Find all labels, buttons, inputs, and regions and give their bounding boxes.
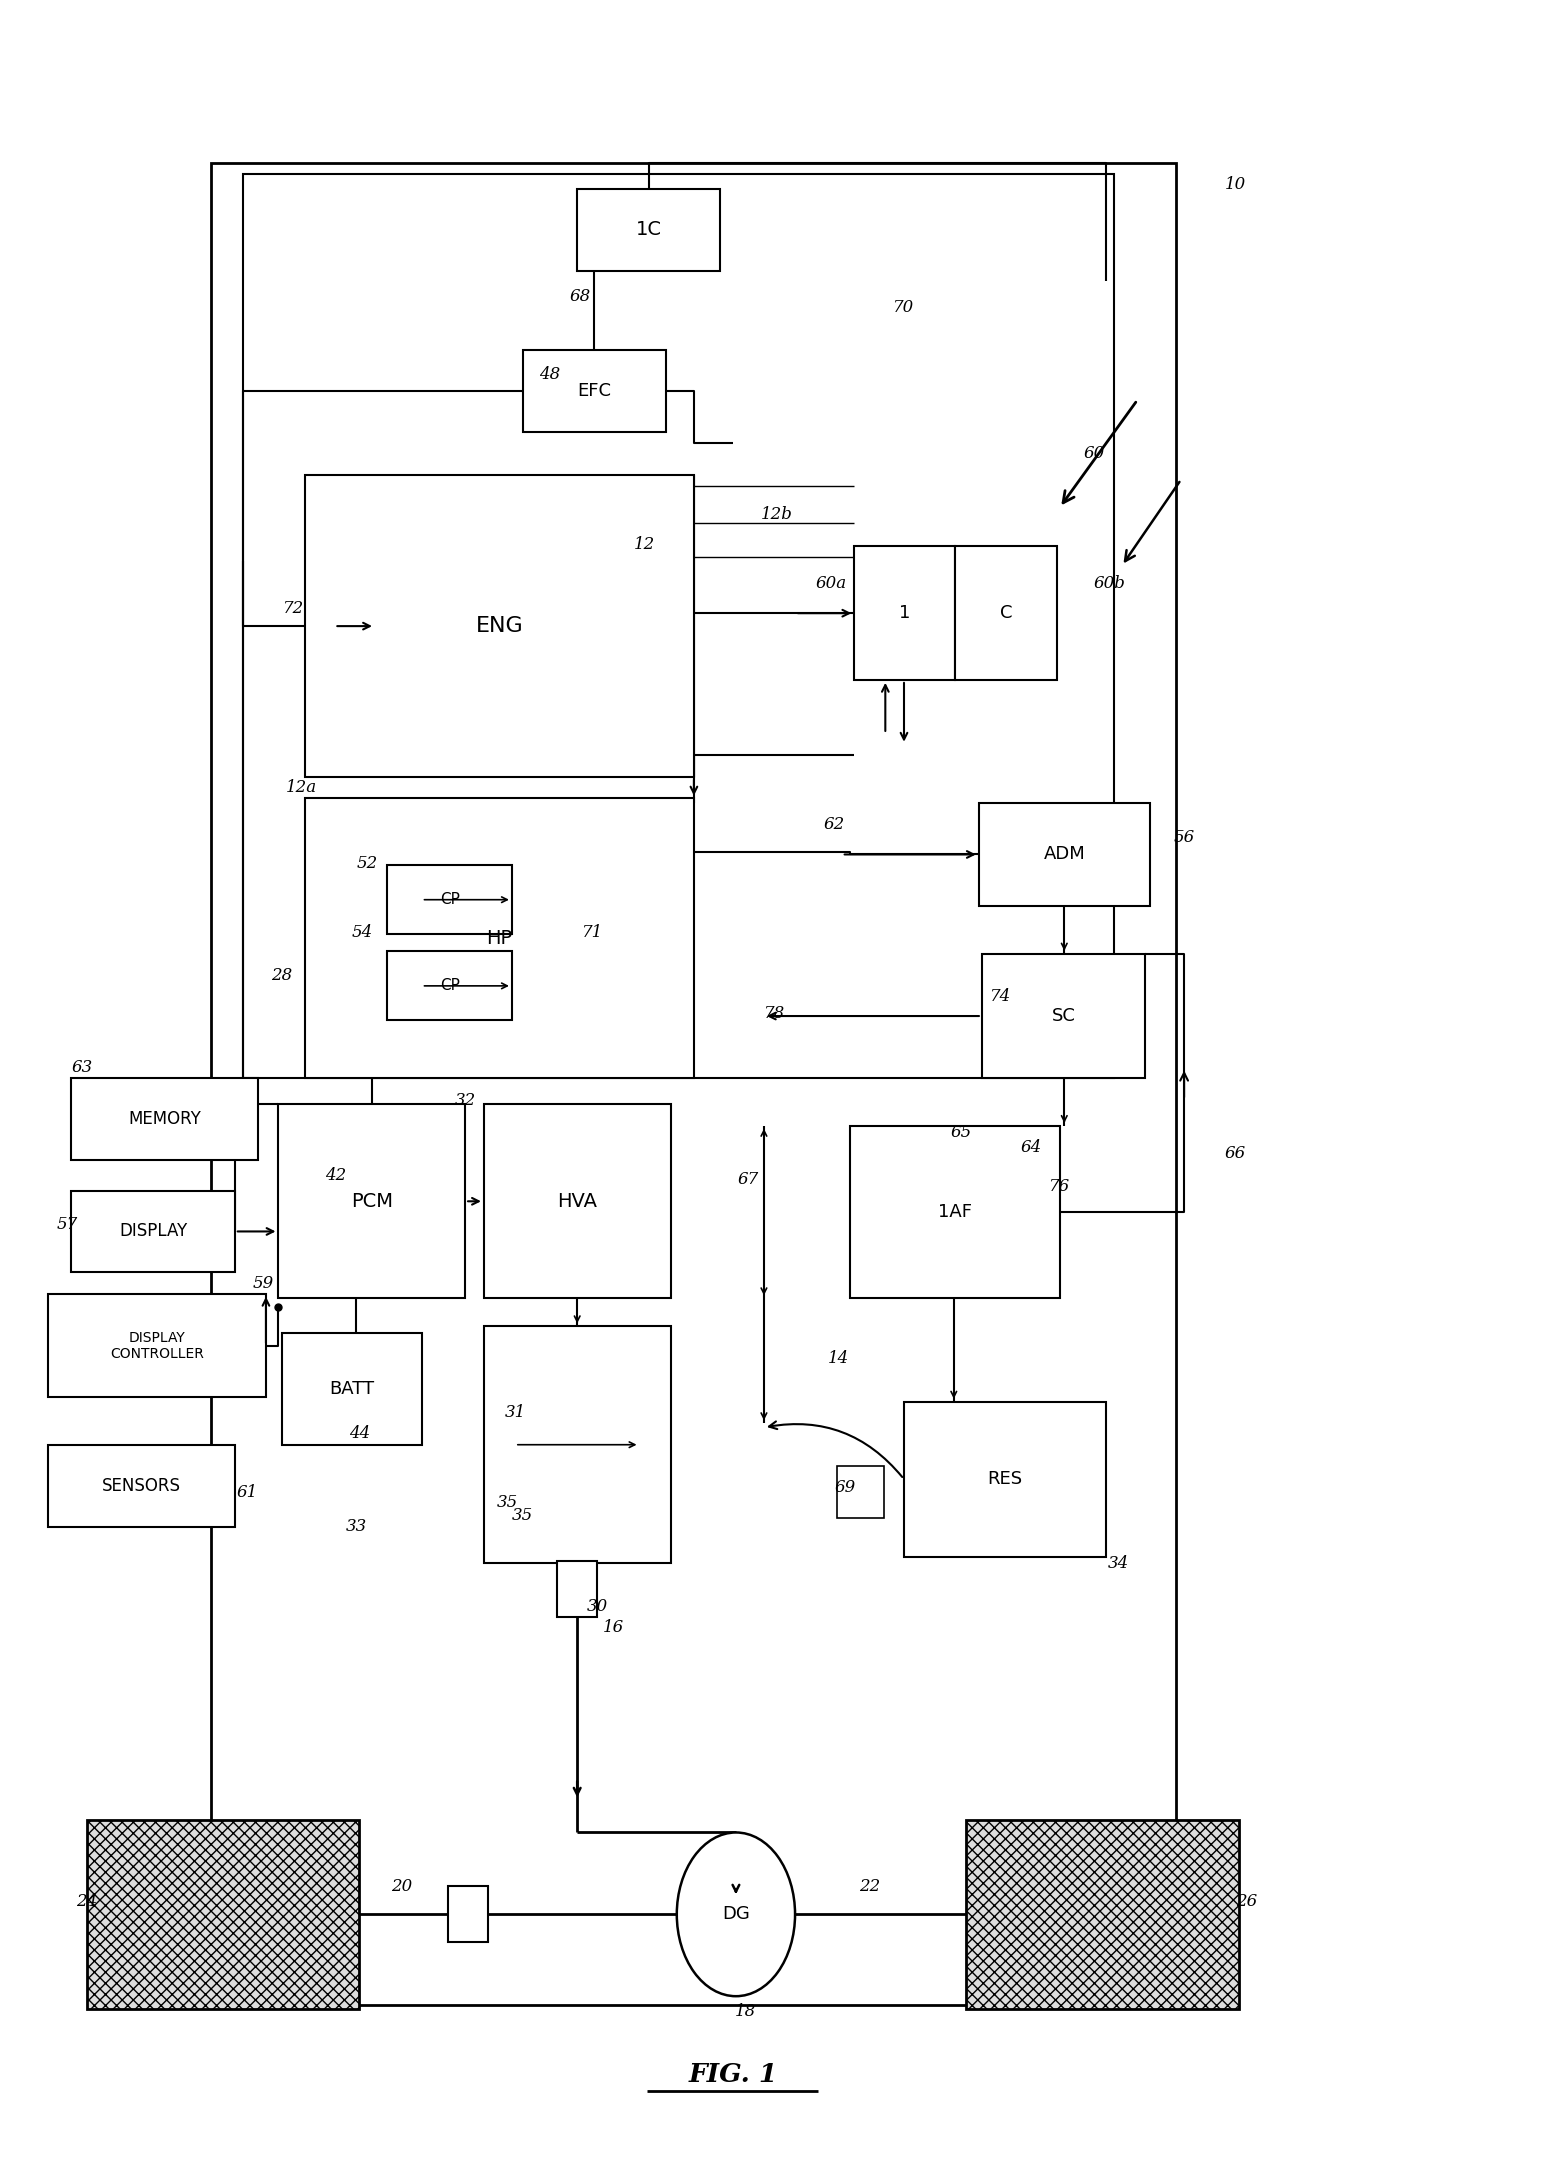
Text: 48: 48: [538, 365, 560, 382]
Bar: [48, 1445, 235, 1527]
Bar: [306, 798, 694, 1078]
Text: 60a: 60a: [815, 574, 847, 591]
Text: 30: 30: [586, 1598, 608, 1616]
Bar: [72, 1191, 235, 1273]
Text: 10: 10: [1225, 177, 1246, 192]
Text: 63: 63: [72, 1059, 94, 1076]
Bar: [279, 1104, 465, 1299]
Text: 35: 35: [496, 1495, 518, 1512]
Bar: [854, 546, 956, 679]
Bar: [72, 1078, 259, 1160]
Bar: [387, 951, 511, 1020]
Bar: [956, 546, 1057, 679]
Text: 52: 52: [357, 854, 377, 871]
Text: 34: 34: [1108, 1555, 1129, 1572]
Text: 61: 61: [237, 1484, 257, 1501]
Bar: [48, 1294, 267, 1398]
Text: FIG. 1: FIG. 1: [688, 2062, 778, 2086]
Circle shape: [677, 1833, 795, 1995]
Text: PCM: PCM: [351, 1193, 393, 1210]
Text: 44: 44: [349, 1426, 369, 1443]
Bar: [447, 1887, 488, 1941]
Text: 62: 62: [823, 815, 845, 833]
Text: 12b: 12b: [761, 505, 792, 522]
Text: 72: 72: [284, 600, 304, 617]
Bar: [904, 1402, 1107, 1557]
Text: 65: 65: [951, 1124, 973, 1141]
Text: 78: 78: [764, 1005, 786, 1022]
Text: 24: 24: [76, 1894, 98, 1909]
Text: SENSORS: SENSORS: [101, 1478, 181, 1495]
Text: DISPLAY
CONTROLLER: DISPLAY CONTROLLER: [111, 1331, 204, 1361]
Text: 76: 76: [1049, 1178, 1069, 1195]
Text: 31: 31: [504, 1404, 525, 1421]
Bar: [557, 1562, 597, 1618]
Text: 57: 57: [56, 1217, 78, 1234]
Bar: [850, 1126, 1060, 1299]
Bar: [483, 1104, 670, 1299]
Text: 32: 32: [455, 1091, 475, 1109]
Text: HVA: HVA: [557, 1193, 597, 1210]
Text: 1AF: 1AF: [937, 1204, 971, 1221]
Bar: [837, 1467, 884, 1519]
Bar: [967, 1821, 1238, 2008]
Bar: [979, 802, 1151, 906]
Bar: [982, 953, 1146, 1078]
Text: 66: 66: [1225, 1145, 1246, 1163]
Text: SC: SC: [1052, 1007, 1076, 1025]
Text: 68: 68: [569, 289, 591, 304]
Text: BATT: BATT: [329, 1380, 374, 1398]
Text: C: C: [999, 604, 1012, 621]
Bar: [577, 190, 720, 270]
Bar: [87, 1821, 359, 2008]
Text: 60: 60: [1084, 444, 1104, 462]
Text: 18: 18: [734, 2004, 756, 2019]
Text: CP: CP: [440, 893, 460, 908]
Text: 56: 56: [1174, 828, 1194, 846]
Text: 12: 12: [633, 535, 655, 552]
Text: 69: 69: [834, 1480, 856, 1497]
Text: 71: 71: [582, 923, 603, 940]
Text: 12a: 12a: [287, 779, 318, 796]
Text: EFC: EFC: [577, 382, 611, 401]
Text: DG: DG: [722, 1905, 750, 1924]
Text: ENG: ENG: [475, 617, 524, 636]
Text: 1: 1: [900, 604, 910, 621]
Text: 14: 14: [828, 1350, 850, 1368]
Bar: [306, 475, 694, 777]
Text: 1C: 1C: [636, 220, 661, 239]
Text: CP: CP: [440, 979, 460, 994]
Text: 60b: 60b: [1093, 574, 1126, 591]
Text: 26: 26: [1236, 1894, 1257, 1909]
Text: ADM: ADM: [1043, 846, 1085, 863]
Bar: [483, 1327, 670, 1564]
Text: 20: 20: [391, 1879, 412, 1894]
Text: 28: 28: [271, 966, 292, 984]
Text: 70: 70: [893, 300, 915, 315]
Bar: [282, 1333, 421, 1445]
Bar: [243, 175, 1115, 1078]
Text: 74: 74: [990, 988, 1012, 1005]
Text: 59: 59: [253, 1275, 273, 1292]
Text: RES: RES: [987, 1471, 1023, 1488]
Text: 67: 67: [737, 1171, 759, 1189]
Bar: [387, 865, 511, 934]
Text: 33: 33: [346, 1519, 366, 1536]
Text: 16: 16: [602, 1620, 624, 1637]
Text: 64: 64: [1021, 1139, 1043, 1156]
Bar: [522, 349, 666, 431]
Text: 22: 22: [859, 1879, 881, 1894]
Text: 54: 54: [352, 923, 373, 940]
Text: 35: 35: [511, 1508, 533, 1525]
Bar: [212, 164, 1177, 2004]
Text: DISPLAY: DISPLAY: [118, 1223, 187, 1240]
Text: 42: 42: [326, 1167, 346, 1184]
Text: HP: HP: [486, 930, 513, 947]
Text: MEMORY: MEMORY: [128, 1111, 201, 1128]
